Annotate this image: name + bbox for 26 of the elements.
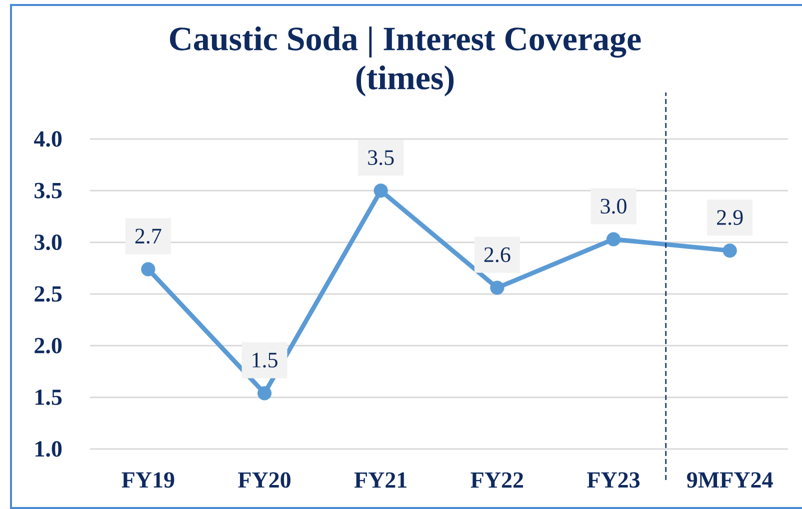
point: [490, 280, 504, 295]
x-tick-label: 9MFY24: [687, 472, 773, 488]
data-label: 2.9: [717, 210, 743, 226]
point: [722, 244, 737, 258]
point: [606, 232, 621, 246]
y-tick-label: 1.0: [36, 441, 62, 457]
data-label: 3.0: [600, 198, 626, 214]
y-tick-label: 2.0: [34, 338, 62, 354]
data-label: 3.5: [368, 150, 394, 166]
point: [141, 262, 156, 276]
y-tick-label: 4.0: [34, 131, 62, 147]
y-tick-label: 3.0: [34, 234, 62, 250]
data-label: 1.5: [252, 352, 278, 368]
y-tick-label: 3.5: [34, 182, 62, 198]
x-tick-label: FY22: [470, 472, 524, 488]
y-tick-label: 1.5: [36, 390, 62, 406]
y-tick-label: 2.5: [34, 286, 62, 302]
data-label: 2.7: [135, 228, 162, 244]
x-tick-label: FY21: [354, 472, 406, 488]
data-label: 2.6: [484, 247, 510, 262]
x-tick-label: FY23: [587, 472, 640, 488]
point: [257, 386, 272, 400]
x-tick-label: FY19: [122, 472, 174, 488]
x-tick-label: FY20: [238, 472, 290, 488]
chart-title: Caustic Soda | Interest Coverage (times): [170, 26, 641, 96]
point: [374, 184, 388, 198]
